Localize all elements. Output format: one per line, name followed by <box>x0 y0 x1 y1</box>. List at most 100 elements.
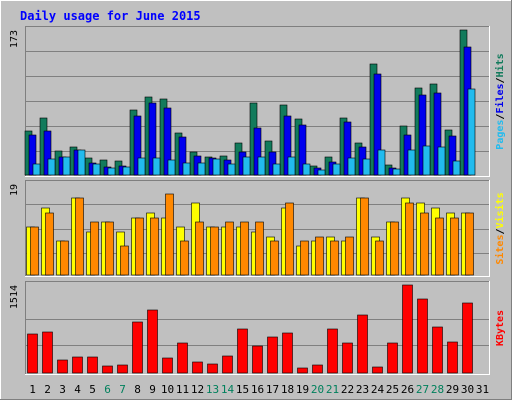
bar-kbytes-day-28 <box>432 326 443 374</box>
bar-kbytes-day-21 <box>327 328 338 374</box>
x-label-day-28: 28 <box>431 383 444 396</box>
bar-pages-day-1 <box>32 163 41 176</box>
bar-kbytes-day-23 <box>357 314 368 374</box>
x-label-day-20: 20 <box>311 383 324 396</box>
bar-sites-day-24 <box>375 240 384 276</box>
series-label-part: KBytes <box>495 310 506 346</box>
x-label-day-25: 25 <box>386 383 399 396</box>
bar-kbytes-day-7 <box>117 364 128 374</box>
x-label-day-7: 7 <box>119 383 126 396</box>
panel-2 <box>25 180 490 277</box>
x-label-day-16: 16 <box>251 383 264 396</box>
bar-sites-day-18 <box>285 202 294 276</box>
bar-pages-day-30 <box>467 88 476 176</box>
bar-kbytes-day-24 <box>372 366 383 374</box>
series-label-part: / <box>495 114 506 120</box>
series-label-part: Hits <box>494 53 506 77</box>
series-label-part: Files <box>494 83 506 113</box>
bar-pages-day-21 <box>332 163 341 176</box>
x-label-day-10: 10 <box>161 383 174 396</box>
bar-sites-day-27 <box>420 212 429 276</box>
x-label-day-29: 29 <box>446 383 459 396</box>
bar-kbytes-day-5 <box>87 356 98 374</box>
series-label-part: Visits <box>494 192 506 228</box>
bar-pages-day-22 <box>347 157 356 176</box>
x-label-day-26: 26 <box>401 383 414 396</box>
bar-files-day-28 <box>433 92 442 176</box>
bar-kbytes-day-2 <box>42 331 53 374</box>
series-label-part: / <box>495 77 506 83</box>
x-label-day-2: 2 <box>44 383 51 396</box>
bar-pages-day-13 <box>212 158 221 176</box>
bar-pages-day-19 <box>302 163 311 176</box>
bar-sites-day-21 <box>330 240 339 276</box>
x-label-day-31: 31 <box>476 383 489 396</box>
bar-sites-day-16 <box>255 221 264 276</box>
bar-kbytes-day-11 <box>177 342 188 374</box>
x-label-day-11: 11 <box>176 383 189 396</box>
x-label-day-17: 17 <box>266 383 279 396</box>
bar-files-day-16 <box>253 127 262 176</box>
bar-files-day-18 <box>283 115 292 176</box>
x-label-day-13: 13 <box>206 383 219 396</box>
series-label-part: Pages <box>495 120 506 150</box>
bar-files-day-22 <box>343 121 352 176</box>
bar-pages-day-2 <box>47 158 56 176</box>
bar-sites-day-10 <box>165 193 174 276</box>
bar-kbytes-day-1 <box>27 333 38 374</box>
bar-files-day-11 <box>178 136 187 176</box>
x-label-day-24: 24 <box>371 383 385 396</box>
bar-files-day-9 <box>148 102 157 176</box>
bar-kbytes-day-19 <box>297 367 308 374</box>
bar-kbytes-day-10 <box>162 357 173 374</box>
x-label-day-6: 6 <box>104 383 111 396</box>
bar-pages-day-12 <box>197 162 206 176</box>
ymax-label-panel-3: 1514 <box>9 285 20 309</box>
x-label-day-23: 23 <box>356 383 369 396</box>
bar-sites-day-13 <box>210 226 219 276</box>
bar-pages-day-15 <box>242 156 251 176</box>
x-axis-day-labels: 1 2 3 4 5 6 7 8 9 10 11 12 13 14 15 16 17 18 19 20 21 22 23 24 2… <box>29 383 489 396</box>
bar-kbytes-day-6 <box>102 365 113 374</box>
ymax-label-panel-2: 19 <box>9 184 20 196</box>
chart-panels <box>24 26 490 375</box>
bar-files-day-17 <box>268 151 277 176</box>
bar-pages-day-27 <box>422 145 431 176</box>
bar-sites-day-20 <box>315 236 324 276</box>
bar-kbytes-day-9 <box>147 309 158 374</box>
bar-pages-day-5 <box>92 163 101 176</box>
x-label-day-1: 1 <box>29 383 36 396</box>
bar-sites-day-15 <box>240 221 249 276</box>
bar-pages-day-10 <box>167 159 176 176</box>
bar-pages-day-26 <box>407 149 416 176</box>
x-label-day-19: 19 <box>296 383 309 396</box>
ymax-label-panel-1: 173 <box>9 30 20 48</box>
series-label-panel-2: Sites/Visits <box>494 192 506 264</box>
bar-sites-day-7 <box>120 245 129 276</box>
bar-sites-day-17 <box>270 240 279 276</box>
series-label-part: / <box>495 228 506 234</box>
bar-files-day-10 <box>163 107 172 176</box>
chart-title: Daily usage for June 2015 <box>20 9 201 23</box>
bar-sites-day-25 <box>390 221 399 276</box>
bar-pages-day-17 <box>272 163 281 176</box>
bar-pages-day-7 <box>122 166 131 176</box>
bar-pages-day-8 <box>137 157 146 176</box>
bar-files-day-2 <box>43 130 52 176</box>
bar-sites-day-4 <box>75 197 84 276</box>
x-label-day-22: 22 <box>341 383 354 396</box>
bar-pages-day-6 <box>107 167 116 176</box>
bar-files-day-8 <box>133 115 142 176</box>
x-label-day-3: 3 <box>59 383 66 396</box>
bar-pages-day-3 <box>62 156 71 176</box>
bar-sites-day-2 <box>45 212 54 276</box>
bar-kbytes-day-16 <box>252 345 263 374</box>
bar-kbytes-day-29 <box>447 341 458 374</box>
bar-kbytes-day-30 <box>462 302 473 374</box>
x-label-day-18: 18 <box>281 383 294 396</box>
bar-sites-day-28 <box>435 217 444 276</box>
bar-pages-day-20 <box>317 169 326 176</box>
x-label-day-4: 4 <box>74 383 81 396</box>
bar-kbytes-day-14 <box>222 355 233 374</box>
